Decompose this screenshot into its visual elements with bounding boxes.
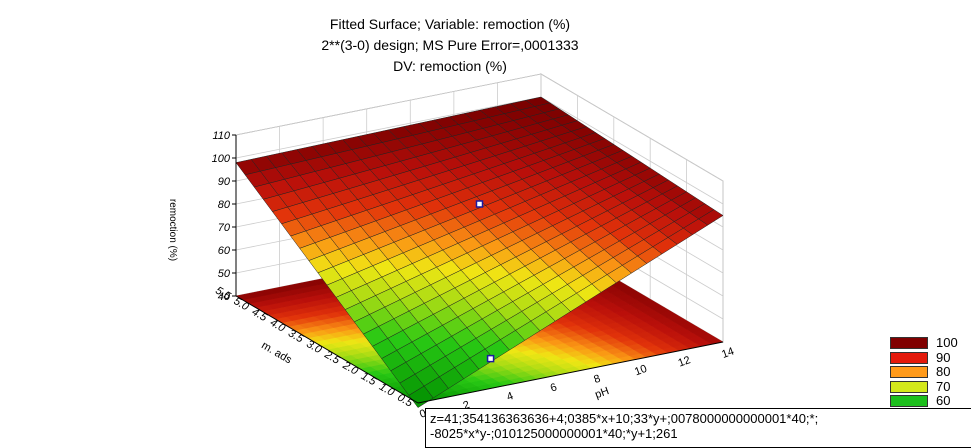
surface-cell [698, 209, 724, 226]
legend-item: 70 [890, 378, 958, 395]
z-tick-label: 100 [212, 153, 231, 165]
x-tick-label: 4 [505, 390, 515, 403]
legend-item: 60 [890, 394, 958, 409]
x-axis-label: pH [593, 385, 610, 401]
legend-item: 100 [890, 336, 958, 351]
y-axis-line [235, 295, 419, 404]
legend-label: 100 [936, 335, 958, 351]
legend-swatch [890, 366, 928, 379]
legend-swatch [890, 337, 928, 350]
equation-line-2: -8025*x*y-;010125000000001*40;*y+1;261 [430, 426, 678, 441]
legend-item: 90 [890, 349, 958, 366]
z-tick-label: 80 [218, 199, 231, 211]
x-tick-label: 2 [462, 399, 472, 412]
design-point [475, 200, 484, 208]
legend-label: 90 [936, 349, 951, 365]
x-tick-label: 6 [549, 381, 559, 394]
y-tick-label: 5.5 [213, 285, 233, 303]
z-tick-label: 90 [218, 176, 231, 188]
legend-label: 80 [936, 364, 951, 380]
title-line-3: DV: remoction (%) [393, 58, 507, 74]
design-point [486, 354, 495, 363]
x-tick-label: 0 [418, 407, 428, 420]
x-tick-label: 10 [633, 363, 649, 378]
chart-title: Fitted Surface; Variable: remoction (%) … [240, 14, 660, 77]
x-tick-label: 8 [592, 373, 602, 386]
x-axis-line [417, 341, 724, 404]
title-line-2: 2**(3-0) design; MS Pure Error=,0001333 [321, 37, 579, 53]
equation-box: z=41;354136363636+4;0385*x+10;33*y+;0078… [425, 408, 971, 448]
legend-swatch [890, 380, 928, 393]
title-line-1: Fitted Surface; Variable: remoction (%) [329, 16, 571, 32]
legend-swatch [890, 395, 928, 408]
z-tick-label: 110 [212, 130, 230, 142]
z-tick-label: 60 [218, 245, 231, 257]
z-tick-label: 70 [218, 222, 231, 234]
y-axis-label: m. ads [259, 339, 294, 366]
legend-label: 60 [936, 393, 951, 409]
legend: 100 90 80 70 60 [890, 336, 958, 409]
design-points [475, 200, 495, 363]
equation-line-1: z=41;354136363636+4;0385*x+10;33*y+;0078… [430, 411, 819, 426]
z-tick-label: 50 [218, 268, 231, 280]
x-tick-label: 14 [720, 345, 736, 360]
legend-swatch [890, 351, 928, 364]
legend-item: 80 [890, 365, 958, 380]
z-axis-label: remoction (%) [167, 199, 178, 261]
z-tick-label: 40 [218, 291, 231, 303]
surface-plot: 40 50 60 70 80 90 100 110 remoction (%) 0 2 4 6 8 10 12… [167, 73, 736, 421]
x-tick-label: 12 [677, 354, 693, 369]
legend-label: 70 [936, 378, 951, 394]
